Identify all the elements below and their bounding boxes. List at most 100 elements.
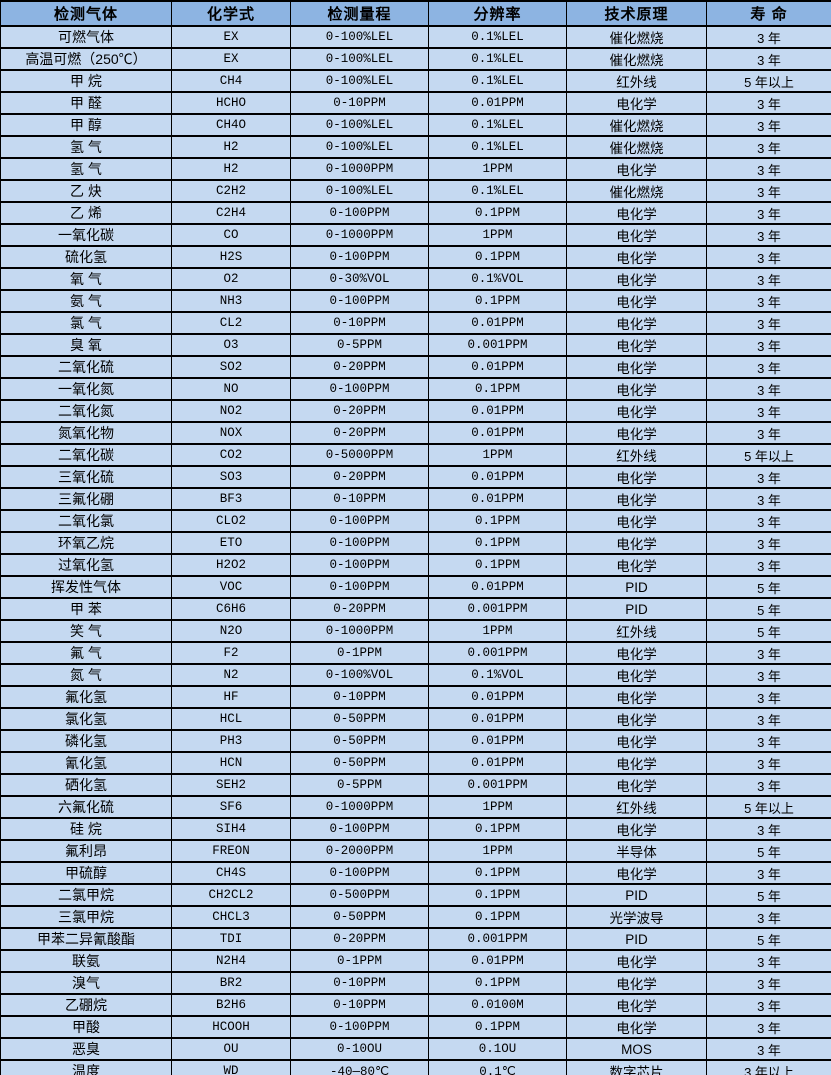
cell-resolution: 0.1PPM (428, 883, 567, 907)
table-row: 一氧化氮 NO 0-100PPM 0.1PPM 电化学 3 年 (0, 377, 831, 401)
cell-formula: NH3 (171, 289, 291, 313)
cell-formula: H2S (171, 245, 291, 269)
table-row: 磷化氢 PH3 0-50PPM 0.01PPM 电化学 3 年 (0, 729, 831, 753)
cell-resolution: 0.1PPM (428, 289, 567, 313)
cell-range: 0-500PPM (290, 883, 429, 907)
cell-gas: 氟利昂 (0, 839, 172, 863)
cell-gas: 氯化氢 (0, 707, 172, 731)
cell-formula: NO2 (171, 399, 291, 423)
cell-range: 0-10PPM (290, 993, 429, 1017)
cell-formula: VOC (171, 575, 291, 599)
cell-gas: 乙 炔 (0, 179, 172, 203)
cell-resolution: 0.0100M (428, 993, 567, 1017)
cell-range: 0-100%VOL (290, 663, 429, 687)
table-row: 温度 WD -40—80℃ 0.1℃ 数字芯片 3 年以上 (0, 1059, 831, 1075)
cell-principle: 光学波导 (566, 905, 707, 929)
cell-range: 0-10PPM (290, 91, 429, 115)
cell-range: 0-100%LEL (290, 47, 429, 71)
cell-range: 0-1000PPM (290, 795, 429, 819)
cell-range: 0-10PPM (290, 487, 429, 511)
table-row: 乙 烯 C2H4 0-100PPM 0.1PPM 电化学 3 年 (0, 201, 831, 225)
cell-resolution: 1PPM (428, 157, 567, 181)
cell-principle: 电化学 (566, 509, 707, 533)
cell-resolution: 0.01PPM (428, 421, 567, 445)
cell-formula: H2 (171, 157, 291, 181)
cell-formula: F2 (171, 641, 291, 665)
cell-gas: 笑 气 (0, 619, 172, 643)
cell-gas: 氮氧化物 (0, 421, 172, 445)
column-header-range: 检测量程 (290, 0, 429, 27)
cell-lifespan: 3 年 (706, 289, 831, 313)
cell-lifespan: 3 年 (706, 531, 831, 555)
table-row: 一氧化碳 CO 0-1000PPM 1PPM 电化学 3 年 (0, 223, 831, 247)
cell-principle: 催化燃烧 (566, 113, 707, 137)
cell-lifespan: 3 年 (706, 553, 831, 577)
cell-formula: C6H6 (171, 597, 291, 621)
cell-resolution: 0.01PPM (428, 465, 567, 489)
cell-range: 0-20PPM (290, 399, 429, 423)
cell-lifespan: 5 年 (706, 575, 831, 599)
table-row: 乙硼烷 B2H6 0-10PPM 0.0100M 电化学 3 年 (0, 993, 831, 1017)
cell-range: 0-1000PPM (290, 223, 429, 247)
cell-lifespan: 5 年以上 (706, 443, 831, 467)
table-row: 硒化氢 SEH2 0-5PPM 0.001PPM 电化学 3 年 (0, 773, 831, 797)
cell-gas: 甲苯二异氰酸酯 (0, 927, 172, 951)
cell-gas: 高温可燃（250℃） (0, 47, 172, 71)
cell-lifespan: 3 年 (706, 861, 831, 885)
cell-formula: SIH4 (171, 817, 291, 841)
cell-lifespan: 3 年 (706, 25, 831, 49)
cell-principle: 数字芯片 (566, 1059, 707, 1075)
cell-gas: 乙 烯 (0, 201, 172, 225)
cell-principle: PID (566, 883, 707, 907)
cell-principle: 电化学 (566, 289, 707, 313)
cell-principle: 电化学 (566, 817, 707, 841)
column-header-gas: 检测气体 (0, 0, 172, 27)
cell-lifespan: 3 年 (706, 47, 831, 71)
cell-lifespan: 5 年 (706, 839, 831, 863)
cell-range: 0-10PPM (290, 971, 429, 995)
cell-gas: 六氟化硫 (0, 795, 172, 819)
cell-principle: 电化学 (566, 773, 707, 797)
table-row: 甲苯二异氰酸酯 TDI 0-20PPM 0.001PPM PID 5 年 (0, 927, 831, 951)
table-row: 甲 烷 CH4 0-100%LEL 0.1%LEL 红外线 5 年以上 (0, 69, 831, 93)
cell-resolution: 0.01PPM (428, 685, 567, 709)
cell-lifespan: 3 年 (706, 1015, 831, 1039)
table-row: 甲酸 HCOOH 0-100PPM 0.1PPM 电化学 3 年 (0, 1015, 831, 1039)
cell-resolution: 0.1PPM (428, 1015, 567, 1039)
cell-gas: 甲酸 (0, 1015, 172, 1039)
table-row: 高温可燃（250℃） EX 0-100%LEL 0.1%LEL 催化燃烧 3 年 (0, 47, 831, 71)
cell-range: 0-10OU (290, 1037, 429, 1061)
cell-lifespan: 3 年 (706, 157, 831, 181)
cell-resolution: 0.01PPM (428, 751, 567, 775)
cell-formula: CHCL3 (171, 905, 291, 929)
cell-formula: SO3 (171, 465, 291, 489)
cell-formula: SO2 (171, 355, 291, 379)
cell-principle: 催化燃烧 (566, 47, 707, 71)
cell-gas: 甲 烷 (0, 69, 172, 93)
cell-lifespan: 3 年 (706, 333, 831, 357)
cell-range: -40—80℃ (290, 1059, 429, 1075)
cell-principle: 电化学 (566, 707, 707, 731)
cell-resolution: 0.1OU (428, 1037, 567, 1061)
cell-range: 0-100PPM (290, 861, 429, 885)
cell-range: 0-100PPM (290, 553, 429, 577)
cell-principle: 催化燃烧 (566, 135, 707, 159)
cell-lifespan: 3 年 (706, 773, 831, 797)
table-row: 硫化氢 H2S 0-100PPM 0.1PPM 电化学 3 年 (0, 245, 831, 269)
cell-formula: PH3 (171, 729, 291, 753)
cell-gas: 二氯甲烷 (0, 883, 172, 907)
cell-formula: HCOOH (171, 1015, 291, 1039)
cell-lifespan: 3 年 (706, 905, 831, 929)
table-header: 检测气体 化学式 检测量程 分辨率 技术原理 寿 命 (0, 0, 831, 27)
table-row: 硅 烷 SIH4 0-100PPM 0.1PPM 电化学 3 年 (0, 817, 831, 841)
cell-formula: N2 (171, 663, 291, 687)
table-row: 氟化氢 HF 0-10PPM 0.01PPM 电化学 3 年 (0, 685, 831, 709)
table-row: 环氧乙烷 ETO 0-100PPM 0.1PPM 电化学 3 年 (0, 531, 831, 555)
table-row: 甲硫醇 CH4S 0-100PPM 0.1PPM 电化学 3 年 (0, 861, 831, 885)
table-row: 三氟化硼 BF3 0-10PPM 0.01PPM 电化学 3 年 (0, 487, 831, 511)
cell-resolution: 0.1℃ (428, 1059, 567, 1075)
cell-formula: WD (171, 1059, 291, 1075)
cell-principle: 电化学 (566, 1015, 707, 1039)
cell-principle: 催化燃烧 (566, 25, 707, 49)
cell-principle: 电化学 (566, 553, 707, 577)
